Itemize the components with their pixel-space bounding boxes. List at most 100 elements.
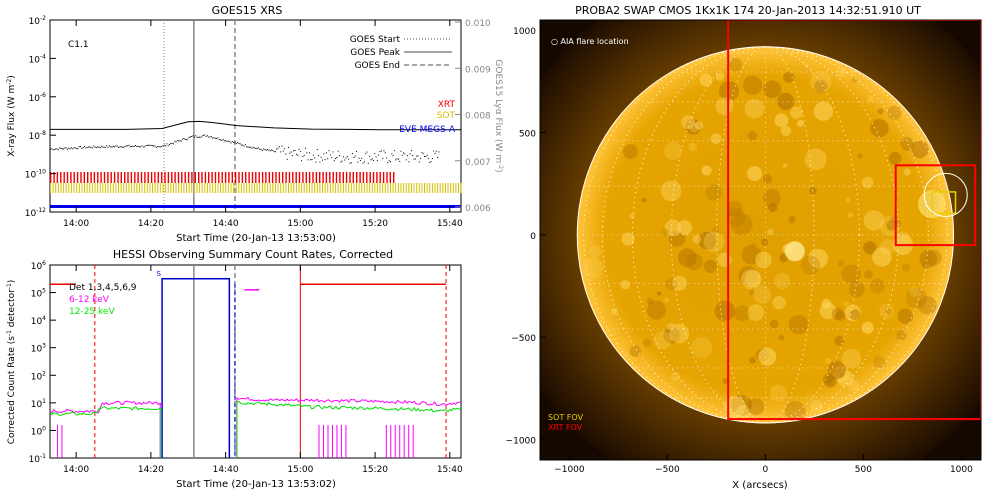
- swap-x-tick-label: 1000: [950, 465, 973, 475]
- goes-short-channel-point: [290, 151, 292, 153]
- goes-short-channel-point: [302, 156, 304, 158]
- goes-short-channel-point: [333, 160, 335, 162]
- goes-short-channel-point: [255, 147, 257, 149]
- sot-coverage-tick: [387, 183, 389, 193]
- goes-short-channel-point: [159, 146, 161, 148]
- goes-short-channel-point: [369, 155, 371, 157]
- goes-short-channel-point: [70, 147, 72, 149]
- goes-short-channel-point: [165, 145, 167, 147]
- goes-short-channel-point: [195, 135, 197, 137]
- sot-coverage-tick: [60, 183, 62, 193]
- goes-short-channel-point: [112, 145, 114, 147]
- goes-short-channel-point: [179, 140, 181, 142]
- goes-short-channel-point: [174, 140, 176, 142]
- disk-feature: [749, 357, 756, 364]
- xrt-coverage: [50, 172, 395, 183]
- goes-short-channel-point: [142, 146, 144, 148]
- goes-short-channel-point: [235, 143, 237, 144]
- disk-feature: [728, 57, 743, 72]
- hessi-x-ticks: 14:00 14:20 14:40 15:00 15:20 15:40: [63, 265, 463, 475]
- sot-coverage-tick: [405, 183, 407, 193]
- goes-y-label: X-ray Flux (W m-2): [6, 75, 17, 156]
- goes-short-channel-point: [285, 153, 287, 155]
- disk-feature: [870, 278, 885, 294]
- swap-y-tick-label: −1000: [506, 437, 537, 447]
- goes-short-channel-point: [102, 146, 104, 148]
- sot-coverage-tick: [322, 183, 323, 193]
- goes-short-channel-point: [416, 155, 418, 157]
- goes-short-channel-point: [120, 146, 122, 147]
- sot-coverage-tick: [418, 183, 420, 193]
- xrt-coverage-tick: [372, 172, 375, 183]
- sot-coverage-tick: [416, 183, 418, 193]
- xrt-coverage-tick: [393, 172, 395, 183]
- instrument-label: EVE MEGS-A: [399, 125, 456, 135]
- goes-short-channel-point: [222, 138, 224, 140]
- disk-feature: [741, 269, 761, 289]
- goes-short-channel-point: [57, 149, 59, 151]
- goes-short-channel-point: [229, 141, 231, 143]
- goes-short-channel-point: [247, 146, 249, 148]
- goes-short-channel-point: [175, 141, 177, 143]
- xrt-coverage-tick: [137, 172, 139, 183]
- goes-short-channel-point: [271, 149, 272, 151]
- disk-feature: [667, 322, 675, 331]
- disk-feature: [663, 326, 681, 344]
- goes-short-channel-point: [53, 149, 55, 150]
- goes-short-channel-point: [380, 150, 382, 152]
- goes-short-channel-point: [337, 150, 339, 152]
- disk-feature: [821, 298, 832, 309]
- goes-legend-label: GOES Start: [350, 35, 401, 45]
- goes-short-channel-point: [128, 144, 130, 146]
- xrt-coverage-tick: [288, 172, 291, 183]
- disk-feature: [897, 308, 914, 324]
- goes-short-channel-point: [438, 151, 440, 153]
- disk-feature: [870, 118, 889, 138]
- sot-coverage-tick: [269, 183, 271, 193]
- goes-short-channel-point: [322, 159, 323, 161]
- disk-feature: [848, 281, 865, 298]
- xrt-coverage-tick: [73, 172, 75, 183]
- disk-feature: [769, 384, 787, 402]
- goes-short-channel-point: [342, 156, 344, 158]
- goes-short-channel-point: [111, 146, 113, 148]
- goes-short-channel-point: [90, 147, 92, 149]
- goes-short-channel-point: [108, 145, 110, 147]
- goes-short-channel-point: [176, 140, 178, 142]
- goes-short-channel-point: [294, 150, 296, 151]
- sot-coverage-tick: [97, 183, 99, 193]
- disk-feature: [670, 371, 681, 382]
- xrt-coverage-tick: [150, 172, 153, 183]
- xrt-coverage-tick: [356, 172, 358, 183]
- grid-longitude: [670, 46, 860, 424]
- goes-short-channel-point: [350, 162, 352, 164]
- swap-y-tick-label: 1000: [513, 27, 536, 37]
- sot-coverage-tick: [159, 183, 161, 193]
- disk-feature: [703, 259, 717, 274]
- goes-short-channel-point: [277, 147, 279, 149]
- xrt-coverage-tick: [292, 172, 294, 183]
- goes-short-channel-point: [429, 161, 431, 163]
- xrt-coverage-tick: [339, 172, 341, 183]
- disk-feature: [903, 168, 911, 176]
- sot-coverage-tick: [303, 183, 305, 193]
- disk-feature: [641, 197, 647, 203]
- xrt-coverage-tick: [157, 172, 159, 183]
- disk-feature: [827, 360, 846, 380]
- goes-short-channel-point: [303, 154, 305, 156]
- disk-feature: [844, 304, 861, 322]
- goes-short-channel-point: [230, 142, 232, 144]
- goes-short-channel-point: [308, 152, 310, 154]
- disk-feature: [774, 273, 791, 290]
- sot-coverage-tick: [240, 183, 242, 193]
- goes-short-channel-point: [74, 147, 76, 149]
- sot-coverage-tick: [293, 183, 295, 193]
- xrt-coverage-tick: [228, 172, 230, 183]
- goes-short-channel-point: [433, 150, 435, 152]
- hessi-y-tick-label: 102: [31, 370, 46, 382]
- goes-short-channel-point: [316, 149, 318, 150]
- disk-feature: [905, 287, 927, 309]
- goes-short-channel-point: [91, 147, 93, 149]
- goes-short-channel-points: [50, 134, 440, 164]
